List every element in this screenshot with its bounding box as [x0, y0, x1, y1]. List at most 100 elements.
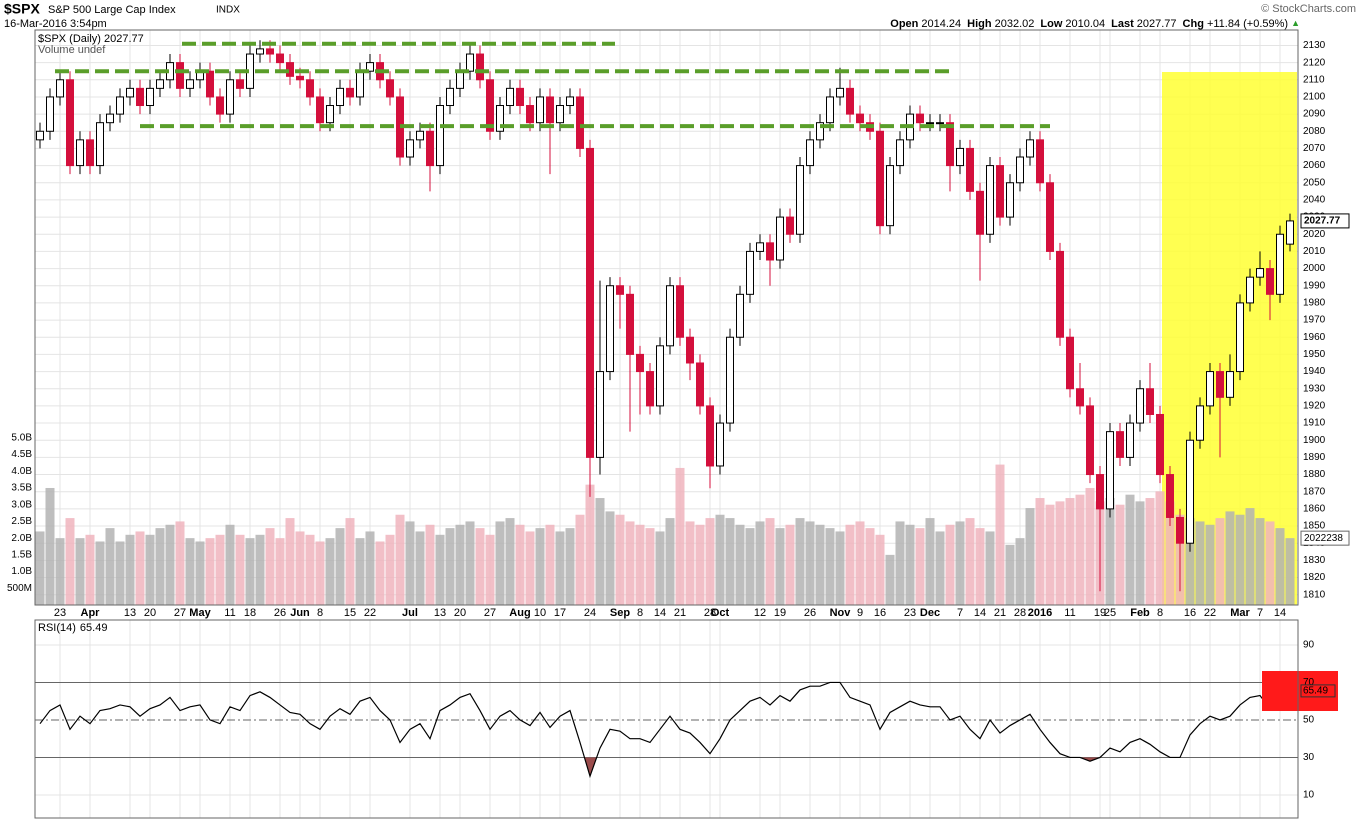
candle-body [76, 139, 84, 167]
y-tick-label: 2060 [1303, 160, 1326, 171]
candle-body [1186, 439, 1194, 544]
volume-tick-label: 2.0B [11, 533, 32, 544]
volume [35, 464, 1295, 605]
x-tick-label: 13 [124, 607, 136, 619]
x-tick-label: 8 [317, 607, 323, 619]
candle-body [1126, 422, 1134, 458]
y-tick-label: 1850 [1303, 521, 1326, 532]
x-tick-label: 14 [654, 607, 666, 619]
candle-body [476, 53, 484, 81]
candle-body [1096, 474, 1104, 510]
x-tick-label: 18 [244, 607, 256, 619]
price-legend: $SPX (Daily) 2027.77 [38, 33, 144, 45]
rsi-tick-label: 30 [1303, 752, 1315, 763]
volume-bar [545, 524, 555, 605]
x-tick-label: Oct [711, 607, 730, 619]
candle-body [846, 87, 854, 115]
volume-bar [115, 541, 125, 605]
candle-body [1086, 405, 1094, 476]
volume-bar [415, 531, 425, 605]
volume-tick-label: 3.0B [11, 499, 32, 510]
x-tick-label: Feb [1130, 607, 1150, 619]
volume-bar [995, 464, 1005, 605]
candle-body [46, 96, 54, 132]
candle-body [356, 70, 364, 98]
candle-body [66, 79, 74, 167]
volume-bar [1195, 521, 1205, 605]
candle-body [226, 79, 234, 115]
candle-body [596, 371, 604, 458]
volume-bar [265, 528, 275, 605]
volume-bar [1145, 498, 1155, 605]
symbol: $SPX [4, 1, 40, 17]
x-tick-label: 9 [857, 607, 863, 619]
volume-bar [125, 534, 135, 605]
volume-bar [205, 538, 215, 605]
y-tick-label: 2050 [1303, 177, 1326, 188]
volume-bar [255, 534, 265, 605]
candle-body [456, 70, 464, 89]
candle-body [366, 62, 374, 72]
volume-bar [185, 538, 195, 605]
candle-body [876, 130, 884, 227]
candle-body [336, 87, 344, 107]
volume-bar [175, 521, 185, 605]
rsi-name: RSI(14) [38, 622, 76, 634]
candle-body [276, 53, 284, 64]
volume-bar [935, 531, 945, 605]
quote-value: +11.84 (+0.59%) [1207, 18, 1288, 30]
y-tick-label: 2080 [1303, 126, 1326, 137]
volume-bar [615, 514, 625, 605]
candle-body [136, 87, 144, 107]
volume-bar [795, 518, 805, 605]
y-tick-label: 1830 [1303, 555, 1326, 566]
volume-bar [605, 511, 615, 605]
y-tick-label: 1880 [1303, 469, 1326, 480]
candle-body [756, 242, 764, 252]
candle-body [1166, 474, 1174, 518]
volume-bar [285, 518, 295, 605]
candle-body [706, 405, 714, 467]
timestamp: 16-Mar-2016 3:54pm [4, 18, 107, 30]
x-tick-label: 19 [1094, 607, 1106, 619]
candle-body [1016, 156, 1024, 184]
candle-body [806, 139, 814, 167]
volume-bar [1015, 538, 1025, 605]
candle-body [1106, 431, 1114, 510]
volume-bar [385, 534, 395, 605]
volume-bar [705, 518, 715, 605]
volume-legend: Volume undef [38, 44, 106, 56]
volume-bar [665, 518, 675, 605]
volume-bar [725, 518, 735, 605]
rsi-line [39, 681, 1291, 779]
volume-bar [555, 531, 565, 605]
candle-body [186, 79, 194, 89]
candle-body [466, 53, 474, 72]
volume-bar [635, 524, 645, 605]
volume-bar [875, 534, 885, 605]
volume-bar [245, 538, 255, 605]
volume-bar [575, 514, 585, 605]
candle-body [306, 79, 314, 98]
candle-body [506, 87, 514, 107]
y-tick-label: 1940 [1303, 366, 1326, 377]
candle-body [666, 285, 674, 347]
candle-body [736, 293, 744, 338]
y-tick-label: 1960 [1303, 332, 1326, 343]
chg-arrow: ▲ [1291, 18, 1300, 28]
candle-body [976, 190, 984, 235]
candle-body [1286, 220, 1294, 245]
y-tick-label: 2110 [1303, 74, 1325, 85]
x-tick-label: 7 [1257, 607, 1263, 619]
x-tick-label: 28 [1014, 607, 1026, 619]
quote-label: Low [1040, 18, 1062, 30]
volume-tick-label: 1.0B [11, 566, 32, 577]
candle-body [96, 122, 104, 167]
volume-bar [925, 518, 935, 605]
rsi-legend: RSI(14) 65.49 [38, 622, 107, 634]
candle-body [826, 96, 834, 124]
candle-body [916, 113, 924, 124]
x-tick-label: Mar [1230, 607, 1250, 619]
labels: 1810182018301840185018601870188018901900… [7, 40, 1350, 801]
